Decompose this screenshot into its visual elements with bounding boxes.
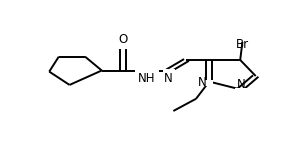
Text: N: N — [164, 72, 173, 85]
Bar — [233, 35, 252, 42]
Bar — [115, 42, 132, 49]
Text: N: N — [198, 76, 207, 89]
Bar — [201, 80, 213, 86]
Text: Br: Br — [236, 38, 249, 51]
Bar — [235, 88, 247, 94]
Text: NH: NH — [138, 72, 156, 85]
Bar — [135, 69, 159, 75]
Bar — [163, 69, 175, 75]
Text: N: N — [237, 78, 245, 91]
Text: O: O — [119, 33, 128, 46]
